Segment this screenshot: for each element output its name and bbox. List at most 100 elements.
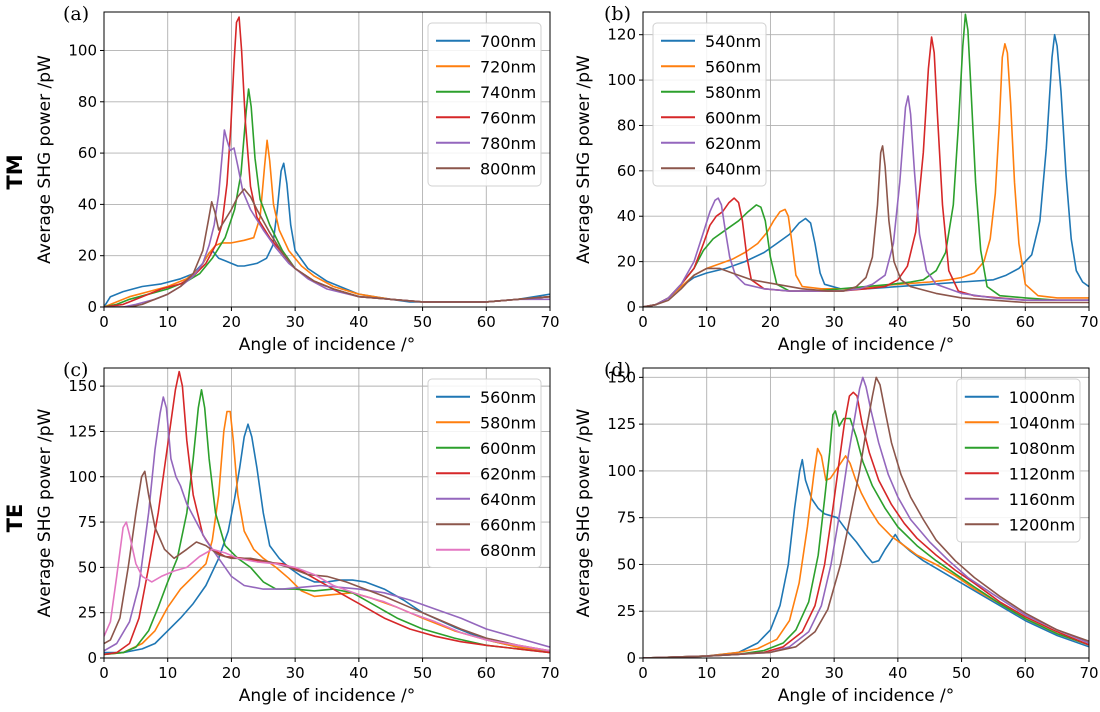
y-tick-label: 120	[607, 26, 636, 44]
series-line-1200nm	[643, 376, 1089, 658]
y-tick-label: 40	[78, 195, 97, 213]
x-tick-label: 10	[158, 664, 177, 682]
y-tick-label: 80	[617, 116, 636, 134]
y-tick-label: 125	[607, 415, 636, 433]
x-tick-label: 30	[286, 664, 305, 682]
x-tick-label: 70	[1079, 313, 1098, 331]
panel-label: (d)	[604, 359, 631, 381]
y-tick-label: 100	[607, 71, 636, 89]
y-tick-label: 100	[68, 468, 97, 486]
y-tick-label: 150	[607, 368, 636, 386]
legend-entry: 580nm	[705, 83, 761, 102]
x-axis-label: Angle of incidence /°	[778, 335, 955, 355]
panel-label: (b)	[604, 3, 631, 25]
x-tick-label: 0	[638, 664, 648, 682]
x-tick-label: 30	[825, 313, 844, 331]
y-tick-label: 20	[78, 247, 97, 265]
legend: 560nm 580nm 600nm 620nm 640nm 660nm 680nm	[427, 378, 542, 568]
legend-entry: 740nm	[480, 83, 536, 102]
series-group	[643, 13, 1089, 307]
x-tick-label: 70	[540, 313, 559, 331]
plot-frame	[103, 11, 551, 308]
x-tick-label: 10	[697, 313, 716, 331]
legend-entry: 800nm	[480, 159, 536, 178]
legend-entry: 1080nm	[1009, 439, 1075, 458]
x-tick-label: 40	[349, 313, 368, 331]
legend: 700nm 720nm 740nm 760nm 780nm 800nm	[427, 22, 542, 187]
series-line-600nm	[104, 389, 550, 656]
series-line-800nm	[104, 188, 550, 307]
series-line-1160nm	[643, 376, 1089, 658]
series-group	[104, 16, 550, 307]
y-tick-label: 100	[68, 41, 97, 59]
x-tick-label: 20	[222, 313, 241, 331]
legend-box	[956, 378, 1081, 543]
plot-frame	[642, 11, 1090, 308]
legend-entry: 660nm	[480, 515, 536, 534]
x-tick-label: 40	[888, 313, 907, 331]
legend-entry: 1200nm	[1009, 515, 1075, 534]
x-tick-label: 10	[697, 664, 716, 682]
series-group	[643, 376, 1089, 658]
x-tick-label: 50	[952, 664, 971, 682]
legend-entry: 1000nm	[1009, 388, 1075, 407]
series-line-1120nm	[643, 391, 1089, 658]
legend-entry: 720nm	[480, 57, 536, 76]
legend-box	[427, 22, 542, 187]
series-line-1040nm	[643, 447, 1089, 658]
y-tick-label: 20	[617, 253, 636, 271]
legend-entry: 560nm	[705, 57, 761, 76]
y-tick-label: 75	[617, 509, 636, 527]
x-tick-label: 60	[477, 664, 496, 682]
x-tick-label: 20	[222, 664, 241, 682]
y-tick-label: 40	[617, 207, 636, 225]
y-tick-label: 150	[68, 377, 97, 395]
series-line-1080nm	[643, 410, 1089, 658]
x-tick-label: 50	[952, 313, 971, 331]
legend-entry: 1160nm	[1009, 490, 1075, 509]
y-tick-label: 0	[87, 298, 97, 316]
series-line-1000nm	[643, 458, 1089, 658]
x-tick-label: 30	[825, 664, 844, 682]
plot-frame	[103, 367, 551, 659]
legend-entry: 760nm	[480, 108, 536, 127]
panel-label: (c)	[63, 359, 88, 381]
x-axis-label: Angle of incidence /°	[239, 686, 416, 706]
y-tick-label: 50	[78, 558, 97, 576]
legend-entry: 600nm	[480, 439, 536, 458]
series-line-640nm	[643, 145, 1089, 307]
chart-panel-a: 0 10 20 30 40 50 60 70 0 20 40 60 80 100 Angle of inci…	[35, 3, 560, 355]
y-tick-label: 125	[68, 422, 97, 440]
legend-entry: 780nm	[480, 134, 536, 153]
x-tick-label: 60	[477, 313, 496, 331]
row-label-tm: TM	[3, 154, 27, 189]
y-tick-label: 60	[78, 144, 97, 162]
x-tick-label: 0	[638, 313, 648, 331]
legend-box	[427, 378, 542, 568]
y-tick-label: 50	[617, 555, 636, 573]
y-tick-label: 25	[78, 604, 97, 622]
legend-entry: 1120nm	[1009, 464, 1075, 483]
x-tick-label: 60	[1016, 664, 1035, 682]
y-axis-label: Average SHG power /pW	[574, 408, 594, 617]
legend-entry: 580nm	[480, 413, 536, 432]
legend: 1000nm 1040nm 1080nm 1120nm 1160nm 1200nm	[956, 378, 1081, 543]
chart-panel-c: 0 10 20 30 40 50 60 70 0 25 50 75 100 125 150 Angle of …	[35, 359, 560, 706]
x-tick-label: 0	[99, 664, 109, 682]
legend-entry: 640nm	[480, 490, 536, 509]
y-tick-label: 80	[78, 93, 97, 111]
x-tick-label: 30	[286, 313, 305, 331]
y-tick-label: 75	[78, 513, 97, 531]
x-tick-label: 40	[888, 664, 907, 682]
legend-entry: 560nm	[480, 388, 536, 407]
y-axis-label: Average SHG power /pW	[35, 55, 55, 264]
panel-label: (a)	[63, 3, 89, 25]
x-tick-label: 0	[99, 313, 109, 331]
x-tick-label: 50	[413, 313, 432, 331]
legend-entry: 540nm	[705, 32, 761, 51]
row-label-te: TE	[3, 504, 27, 533]
chart-panel-d: 0 10 20 30 40 50 60 70 0 25 50 75 100 125 150 Angle of …	[574, 359, 1099, 706]
legend-entry: 600nm	[705, 108, 761, 127]
series-line-680nm	[104, 521, 550, 652]
